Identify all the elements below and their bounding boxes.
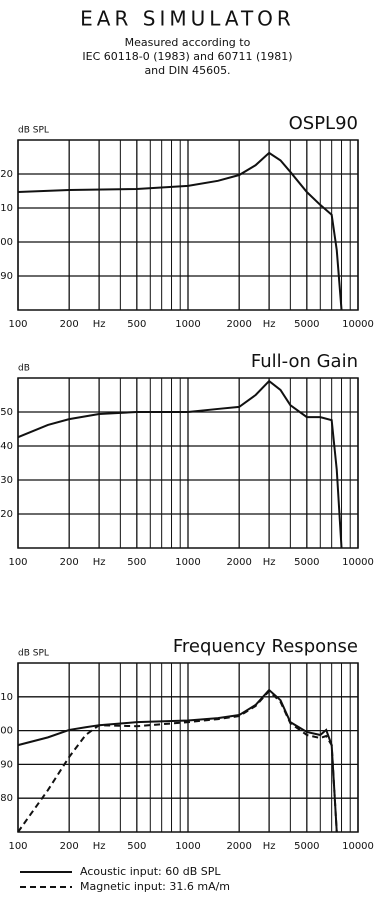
x-tick-label: 100 (8, 557, 27, 568)
y-tick-label: 100 (0, 237, 13, 248)
y-tick-label: 40 (0, 441, 13, 452)
x-tick-label: 200 (60, 319, 79, 330)
plot-frame (17, 662, 359, 833)
subtitle: and DIN 45605. (144, 64, 230, 77)
y-tick-label: 100 (0, 726, 13, 737)
y-tick-label: 110 (0, 692, 13, 703)
chart-title: Full-on Gain (251, 351, 358, 372)
y-axis-label: dB SPL (18, 649, 49, 659)
x-tick-label: 500 (127, 557, 146, 568)
legend-label: Magnetic input: 31.6 mA/m (80, 880, 230, 893)
x-tick-label: 10000 (342, 319, 374, 330)
plot-frame (17, 377, 359, 549)
x-tick-label: 200 (60, 557, 79, 568)
y-axis-label: dB SPL (18, 126, 49, 136)
data-line (17, 379, 343, 549)
x-tick-label: 2000 (226, 319, 251, 330)
chart-title: OSPL90 (289, 113, 358, 134)
page-title: EAR SIMULATOR (80, 7, 295, 31)
y-tick-label: 80 (0, 793, 13, 804)
x-tick-label: Hz (263, 841, 276, 852)
plot-frame (17, 139, 359, 311)
x-tick-label: 500 (127, 319, 146, 330)
data-line (17, 151, 343, 311)
x-tick-label: 5000 (294, 841, 319, 852)
y-tick-label: 30 (0, 475, 13, 486)
data-line (17, 689, 338, 833)
x-tick-label: 10000 (342, 841, 374, 852)
subtitle: Measured according to (125, 36, 251, 49)
x-tick-label: 2000 (226, 841, 251, 852)
x-tick-label: 10000 (342, 557, 374, 568)
y-tick-label: 120 (0, 169, 13, 180)
x-tick-label: Hz (263, 319, 276, 330)
x-tick-label: Hz (93, 319, 106, 330)
y-tick-label: 90 (0, 271, 13, 282)
x-tick-label: 100 (8, 841, 27, 852)
x-tick-label: 1000 (175, 557, 200, 568)
x-tick-label: 500 (127, 841, 146, 852)
y-tick-label: 90 (0, 759, 13, 770)
subtitle: IEC 60118-0 (1983) and 60711 (1981) (82, 50, 292, 63)
x-tick-label: Hz (263, 557, 276, 568)
y-tick-label: 20 (0, 509, 13, 520)
x-tick-label: 100 (8, 319, 27, 330)
y-tick-label: 110 (0, 203, 13, 214)
y-tick-label: 50 (0, 407, 13, 418)
chart-title: Frequency Response (173, 636, 358, 657)
x-tick-label: Hz (93, 841, 106, 852)
y-axis-label: dB (18, 364, 30, 374)
x-tick-label: 5000 (294, 319, 319, 330)
x-tick-label: 1000 (175, 841, 200, 852)
x-tick-label: 1000 (175, 319, 200, 330)
x-tick-label: Hz (93, 557, 106, 568)
x-tick-label: 5000 (294, 557, 319, 568)
x-tick-label: 200 (60, 841, 79, 852)
x-tick-label: 2000 (226, 557, 251, 568)
legend-label: Acoustic input: 60 dB SPL (80, 865, 221, 878)
